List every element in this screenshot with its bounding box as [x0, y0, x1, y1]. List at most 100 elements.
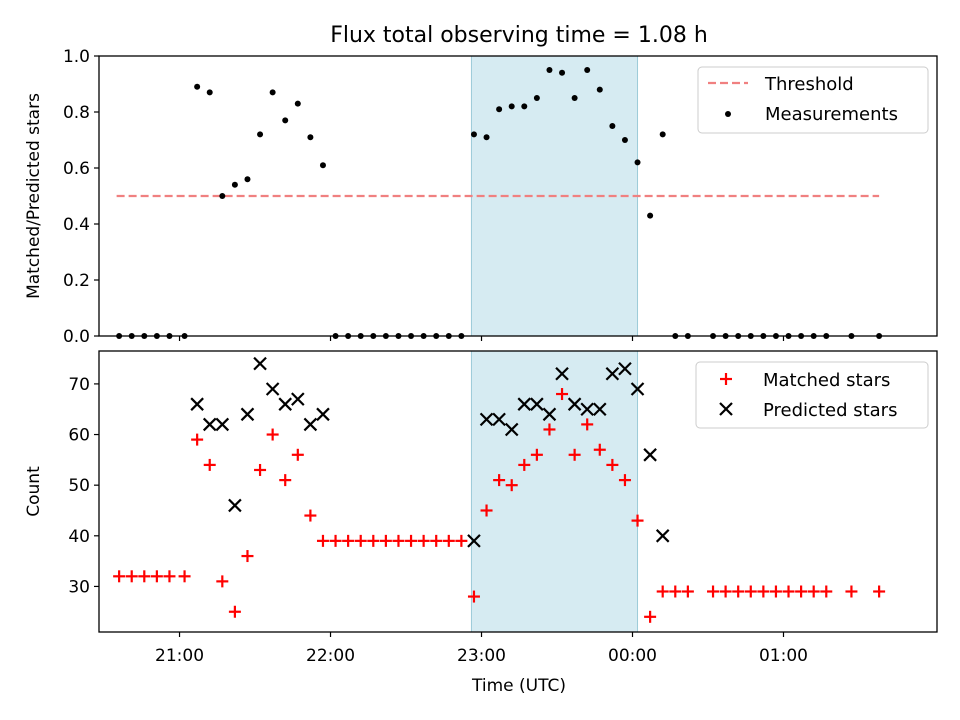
measurement-point [508, 103, 515, 110]
measurement-point [269, 89, 276, 96]
matched-star-point [430, 534, 443, 547]
predicted-star-point [555, 367, 569, 381]
x-axis-label: Time (UTC) [471, 676, 566, 696]
ratio-legend-box [697, 66, 929, 134]
predicted-star-point [253, 356, 267, 371]
predicted-star-point [291, 392, 305, 406]
legend-matched-swatch [720, 373, 732, 385]
matched-star-point [467, 590, 480, 603]
predicted-star-point [655, 529, 670, 543]
matched-star-point [216, 575, 229, 588]
measurement-point [647, 212, 654, 219]
matched-star-point [656, 585, 669, 598]
measurement-point [571, 95, 578, 101]
ratio-panel-y-axis: 0.0 0.2 0.4 0.6 0.8 1.0 [63, 47, 99, 347]
matched-star-point [719, 585, 732, 598]
y-tick-label: 70 [68, 375, 90, 395]
measurement-point [206, 89, 213, 96]
ratio-panel-frame [98, 55, 938, 337]
x-tick-label: 21:00 [155, 646, 204, 666]
matched-star-point [644, 610, 657, 623]
y-tick-label: 50 [68, 476, 90, 496]
measurement-point [546, 67, 553, 73]
predicted-star-point [215, 417, 230, 432]
matched-star-point [342, 534, 355, 547]
matched-star-point [518, 458, 531, 471]
matched-star-point [795, 585, 808, 598]
measurement-point [584, 67, 591, 73]
matched-star-point [807, 585, 820, 598]
y-tick-label: 60 [68, 426, 90, 446]
legend-threshold-label: Threshold [764, 74, 854, 95]
count-panel-x-axis: 21:00 22:00 23:00 00:00 01:00 [155, 632, 808, 666]
matched-star-point [732, 585, 745, 598]
measurement-point [319, 162, 326, 169]
measurement-point [634, 159, 641, 166]
x-tick-label: 23:00 [457, 646, 506, 666]
matched-star-point [744, 585, 757, 598]
matched-star-point [556, 388, 569, 401]
matched-star-point [845, 585, 858, 598]
count-panel-frame [98, 350, 938, 633]
matched-star-point [367, 534, 380, 547]
measurement-point [521, 103, 528, 110]
matched-star-point [254, 463, 267, 476]
matched-star-point [203, 458, 216, 471]
y-tick-label: 0.6 [63, 159, 90, 179]
matched-star-point [266, 428, 279, 441]
predicted-star-point [618, 361, 632, 376]
measurement-point [231, 181, 238, 188]
measurement-point [307, 134, 314, 141]
predicted-star-point [303, 417, 318, 432]
measurement-point [609, 123, 616, 129]
matched-star-point [530, 448, 543, 461]
measurement-point [294, 100, 301, 107]
y-tick-label: 1.0 [63, 47, 90, 67]
measurement-point [621, 137, 628, 143]
chart-title: Flux total observing time = 1.08 h [330, 23, 708, 48]
predicted-star-point [316, 407, 330, 422]
y-tick-label: 0.2 [63, 271, 90, 291]
predicted-star-point [202, 417, 217, 432]
matched-star-point [606, 458, 619, 471]
matched-star-point [568, 448, 581, 461]
y-tick-label: 0.8 [63, 103, 90, 123]
predicted-star-point [605, 367, 620, 381]
matched-star-point [178, 570, 191, 583]
legend-matched-label: Matched stars [763, 370, 890, 391]
matched-star-point [228, 605, 241, 618]
matched-star-point [493, 474, 506, 487]
predicted-star-point [643, 448, 657, 462]
matched-star-point [417, 534, 430, 547]
matched-star-point [782, 585, 795, 598]
matched-star-point [581, 418, 594, 431]
measurement-point [483, 134, 490, 141]
legend-measurements-swatch [725, 111, 731, 117]
matched-star-point [354, 534, 367, 547]
matched-star-point [329, 534, 342, 547]
count-panel-y-axis: 30 40 50 60 70 [68, 375, 99, 597]
measurement-point [470, 131, 477, 138]
matched-star-point [138, 570, 151, 583]
x-tick-label: 01:00 [759, 646, 808, 666]
predicted-star-point [467, 534, 481, 548]
legend-measurements-label: Measurements [765, 104, 898, 125]
predicted-star-point [593, 402, 607, 417]
count-legend-box [695, 361, 929, 429]
matched-star-point [543, 423, 556, 436]
y-tick-label: 0.4 [63, 215, 90, 235]
y-tick-label: 30 [68, 577, 90, 597]
matched-star-point [820, 585, 833, 598]
legend-predicted-label: Predicted stars [763, 400, 897, 421]
measurement-point [596, 86, 603, 93]
matched-star-point [442, 534, 455, 547]
predicted-star-point [190, 397, 204, 411]
matched-star-point [291, 448, 304, 461]
matched-star-point [113, 570, 126, 583]
matched-star-point [150, 570, 163, 583]
matched-star-point [631, 514, 644, 527]
matched-star-point [455, 534, 468, 547]
matched-star-point [191, 433, 204, 446]
measurement-point [282, 117, 289, 124]
predicted-star-point [240, 407, 255, 422]
